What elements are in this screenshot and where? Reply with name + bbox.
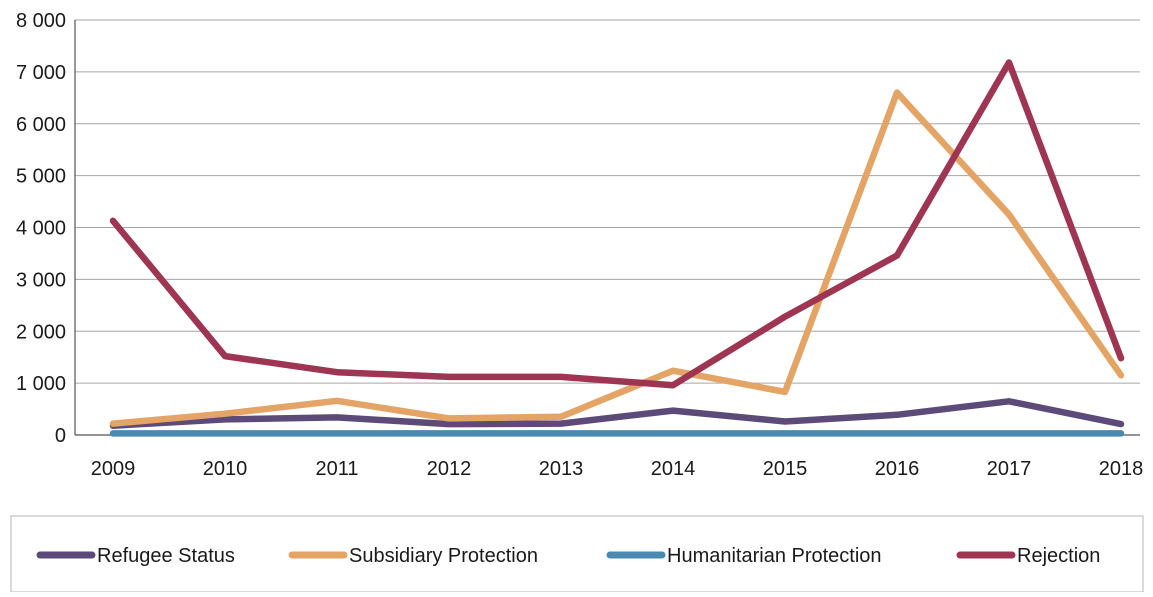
y-tick-labels: 0 1 000 2 000 3 000 4 000 5 000 6 000 7 000 8 00… xyxy=(16,10,66,447)
legend-item-rejection: Rejection xyxy=(956,545,1100,567)
legend-label: Subsidiary Protection xyxy=(349,545,538,567)
series-line-refugee-status xyxy=(109,398,1125,429)
y-tick-label: 2 000 xyxy=(16,321,66,343)
x-tick-labels: 2009 2010 2011 2012 2013 2014 2015 2016 2017 2018 xyxy=(91,458,1144,480)
legend-item-subsidiary-protection: Subsidiary Protection xyxy=(288,545,538,567)
x-tick-label: 2010 xyxy=(203,458,248,480)
legend: Refugee Status Subsidiary Protection Human… xyxy=(10,515,1144,593)
y-tick-label: 3 000 xyxy=(16,269,66,291)
x-tick-label: 2017 xyxy=(987,458,1032,480)
series-line-rejection xyxy=(109,59,1125,389)
legend-item-humanitarian-protection: Humanitarian Protection xyxy=(606,545,882,567)
x-tick-label: 2018 xyxy=(1099,458,1144,480)
y-tick-label: 4 000 xyxy=(16,218,66,240)
legend-label: Refugee Status xyxy=(97,545,235,567)
legend-box xyxy=(10,515,1144,593)
x-tick-label: 2009 xyxy=(91,458,136,480)
series-line-subsidiary-protection xyxy=(109,89,1125,427)
x-tick-label: 2015 xyxy=(763,458,808,480)
gridlines xyxy=(75,19,1140,384)
y-tick-label: 7 000 xyxy=(16,62,66,84)
x-tick-label: 2013 xyxy=(539,458,584,480)
legend-item-refugee-status: Refugee Status xyxy=(36,545,235,567)
x-tick-label: 2011 xyxy=(315,458,358,480)
y-tick-label: 8 000 xyxy=(16,10,66,32)
x-tick-label: 2012 xyxy=(427,458,472,480)
x-tick-label: 2016 xyxy=(875,458,920,480)
y-tick-label: 0 xyxy=(55,425,66,447)
series-lines xyxy=(109,59,1125,437)
legend-label: Rejection xyxy=(1017,545,1100,567)
y-tick-label: 6 000 xyxy=(16,114,66,136)
legend-label: Humanitarian Protection xyxy=(667,545,882,567)
y-tick-label: 1 000 xyxy=(16,373,66,395)
x-tick-label: 2014 xyxy=(651,458,696,480)
y-tick-label: 5 000 xyxy=(16,166,66,188)
